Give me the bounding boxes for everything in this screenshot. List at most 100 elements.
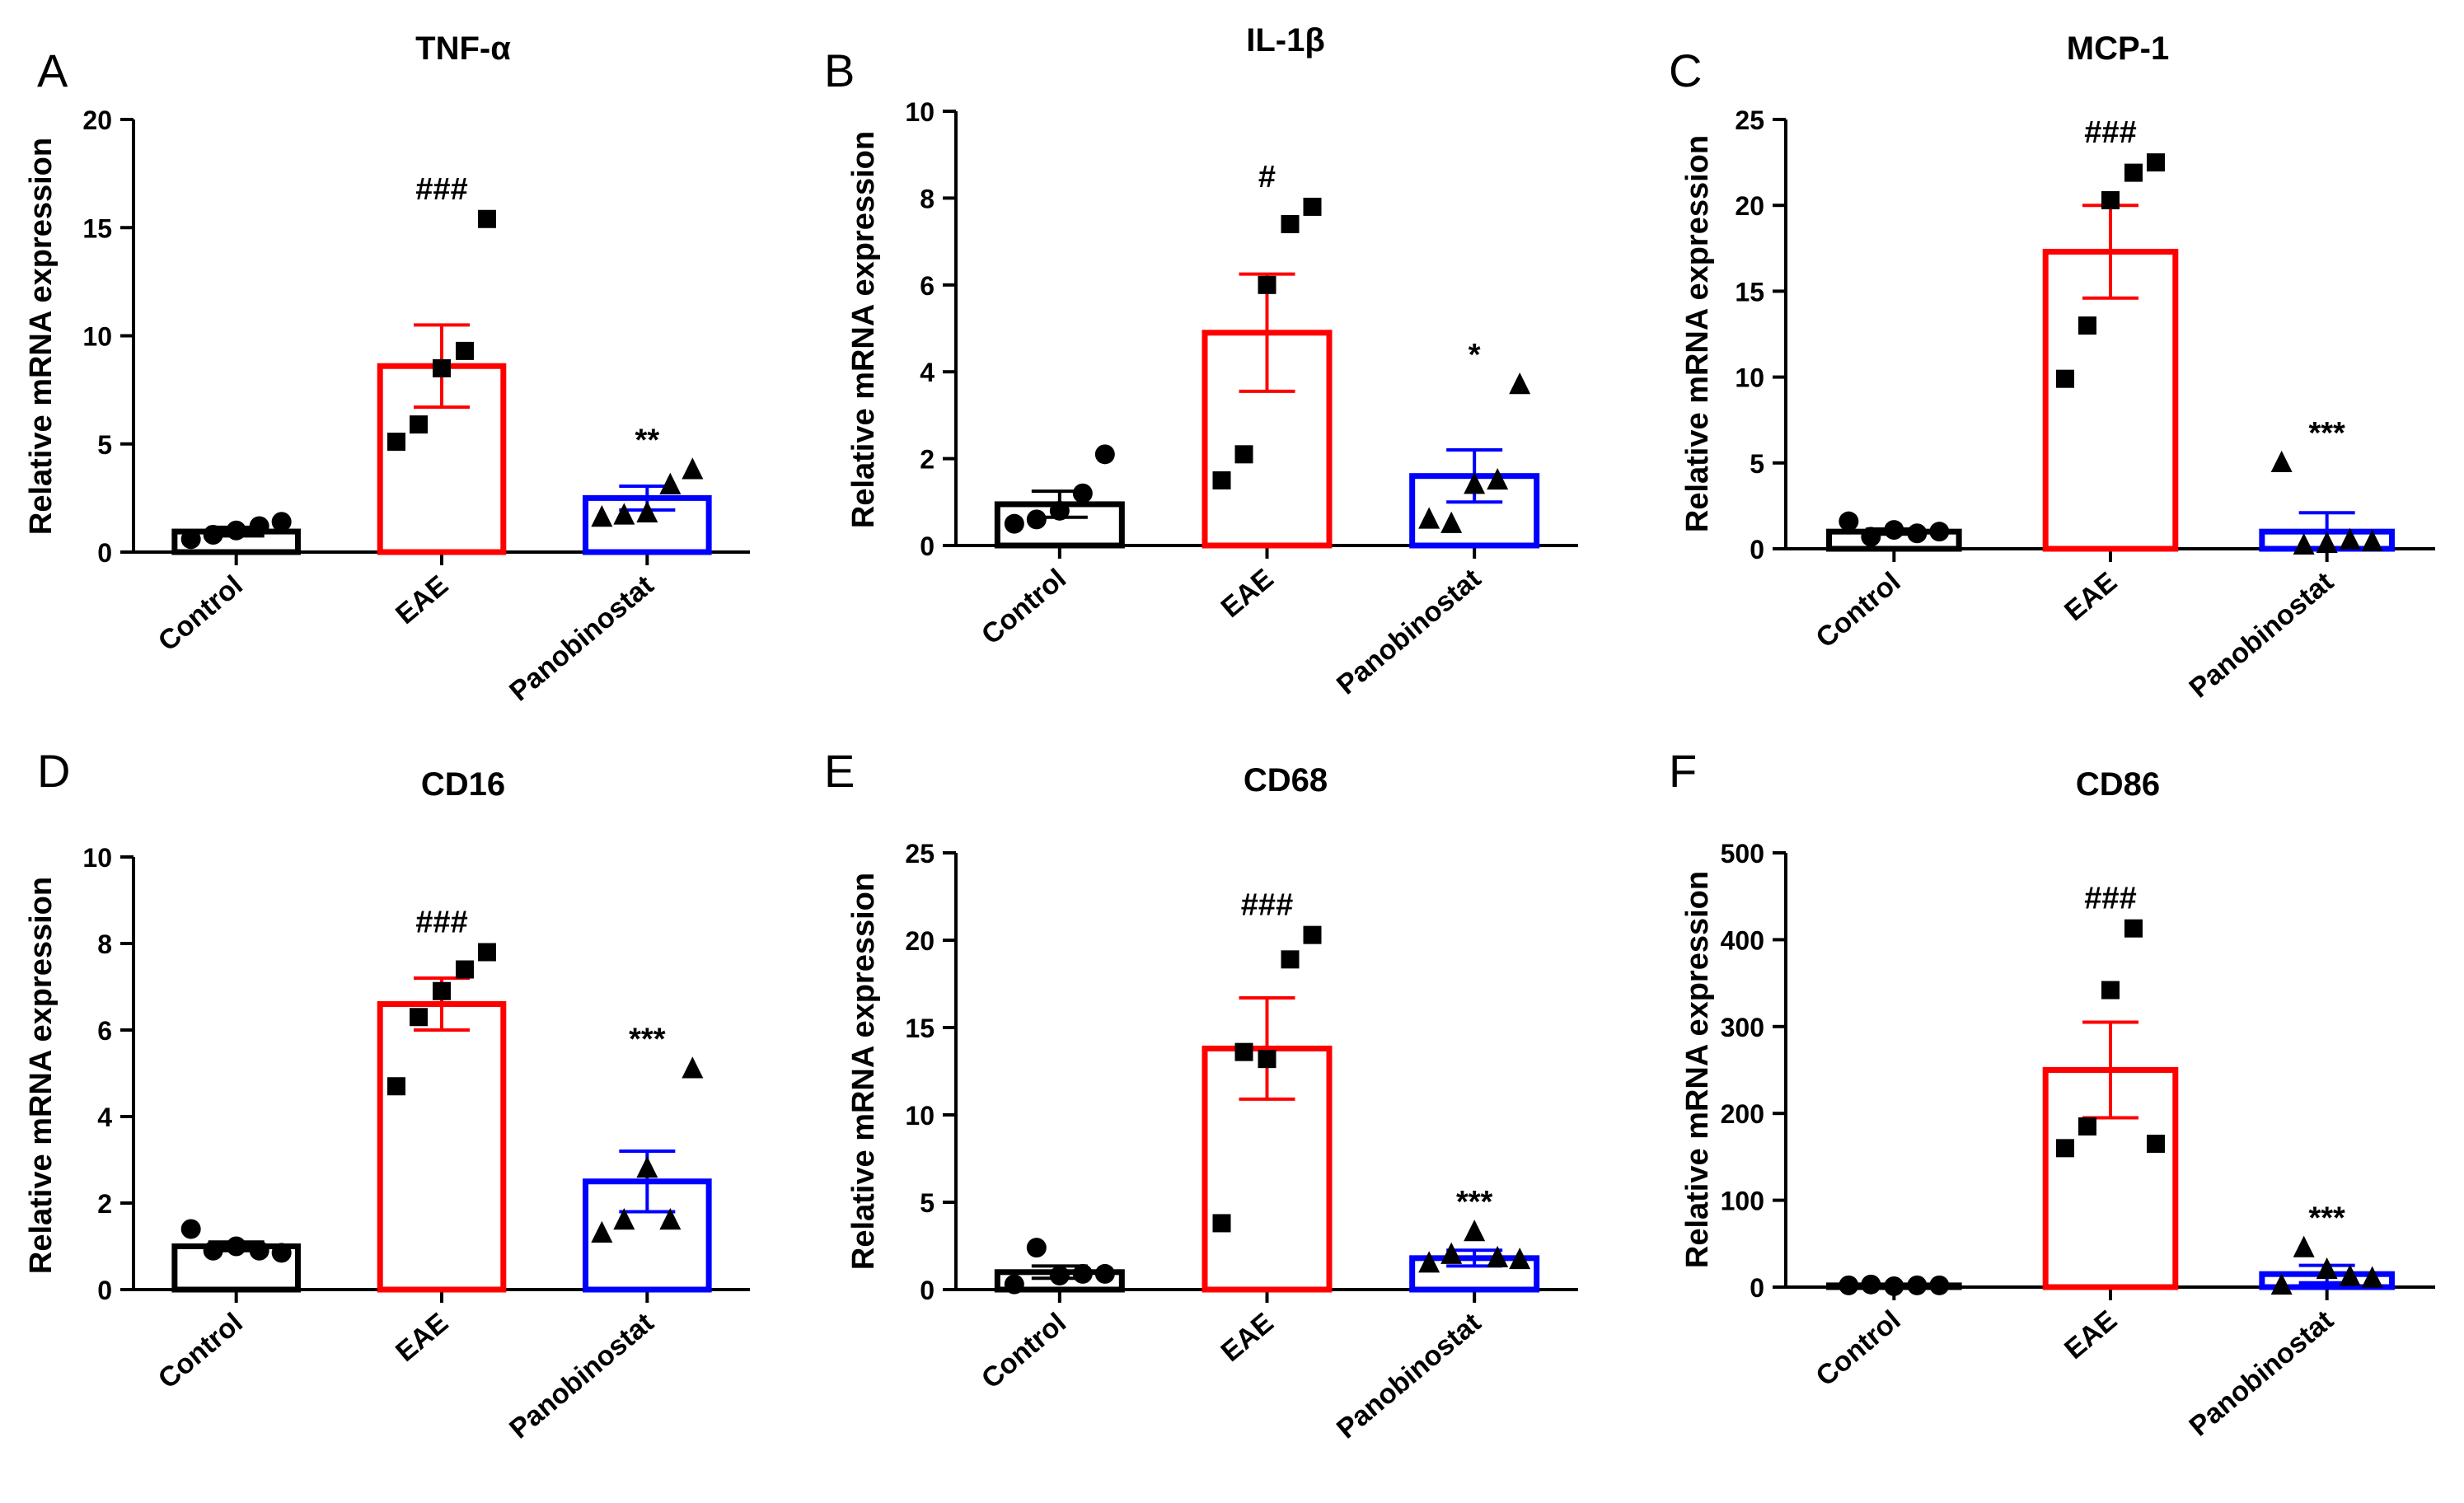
data-point xyxy=(271,512,292,532)
data-point xyxy=(271,1243,292,1263)
chart-title: CD16 xyxy=(421,766,505,803)
y-tick-label: 25 xyxy=(1735,105,1764,135)
data-point xyxy=(456,960,474,979)
y-axis-label: Relative mRNA expression xyxy=(846,873,881,1270)
x-tick-label: Control xyxy=(1810,566,1906,654)
y-tick-label: 4 xyxy=(920,358,935,387)
y-tick-label: 0 xyxy=(97,538,112,568)
x-tick-label: EAE xyxy=(390,1307,454,1368)
significance-label: ** xyxy=(635,423,660,457)
data-point xyxy=(249,516,269,536)
data-point xyxy=(1440,1242,1463,1264)
chart-title: TNF-α xyxy=(415,30,511,67)
panel-letter: A xyxy=(37,44,68,96)
chart-panel-e: E CD68 Relative mRNA expression 0 5 10 15 20 25 C… xyxy=(824,745,1578,1445)
x-tick-label: Control xyxy=(976,563,1072,651)
x-tick-label: EAE xyxy=(1216,563,1280,624)
data-point xyxy=(2361,529,2383,551)
y-axis-label: Relative mRNA expression xyxy=(24,877,59,1274)
data-point xyxy=(1049,1266,1070,1286)
data-point xyxy=(1049,500,1070,521)
significance-label: ### xyxy=(1241,888,1293,923)
data-point xyxy=(387,433,405,452)
data-point xyxy=(1861,1274,1881,1295)
data-point xyxy=(2124,919,2143,938)
y-tick-label: 100 xyxy=(1721,1187,1764,1216)
significance-label: ### xyxy=(2084,115,2136,150)
data-point xyxy=(2056,1139,2074,1158)
y-tick-label: 200 xyxy=(1721,1099,1764,1129)
y-tick-label: 20 xyxy=(1735,191,1764,221)
data-point xyxy=(1258,275,1277,294)
data-point xyxy=(1487,1245,1509,1268)
x-tick-label: Panobinostat xyxy=(1331,563,1487,701)
data-point xyxy=(1026,1238,1047,1258)
data-point xyxy=(636,500,658,522)
x-tick-label: Panobinostat xyxy=(1331,1307,1487,1445)
data-point xyxy=(682,457,704,480)
panel-letter: E xyxy=(824,745,855,797)
y-tick-label: 8 xyxy=(920,184,935,213)
chart-panel-f: F CD86 Relative mRNA expression 0 100 200 300 4… xyxy=(1669,745,2435,1443)
y-tick-label: 10 xyxy=(1735,363,1764,393)
data-point xyxy=(1303,925,1322,944)
significance-label: * xyxy=(1469,338,1481,372)
x-tick-label: EAE xyxy=(2059,1304,2123,1365)
data-point xyxy=(433,358,451,377)
data-point xyxy=(2339,527,2361,550)
y-tick-label: 10 xyxy=(82,843,112,873)
data-point xyxy=(2270,1272,2293,1295)
data-point xyxy=(2316,531,2338,553)
x-tick-label: Panobinostat xyxy=(2183,1304,2339,1443)
data-point xyxy=(1094,1263,1115,1284)
x-tick-label: Control xyxy=(152,569,249,658)
data-point xyxy=(2339,1264,2361,1286)
data-point xyxy=(226,520,246,541)
data-point xyxy=(2361,1266,2383,1288)
y-tick-label: 2 xyxy=(97,1189,112,1219)
y-tick-label: 15 xyxy=(905,1014,935,1043)
data-point xyxy=(1281,215,1300,234)
y-tick-label: 0 xyxy=(1750,535,1764,564)
y-axis-label: Relative mRNA expression xyxy=(846,131,881,528)
y-tick-label: 10 xyxy=(905,97,935,127)
y-tick-label: 500 xyxy=(1721,839,1764,869)
x-tick-label: Control xyxy=(1810,1304,1906,1393)
data-point xyxy=(1487,468,1509,490)
data-point xyxy=(2293,1235,2315,1257)
data-point xyxy=(682,1056,704,1079)
y-axis-label: Relative mRNA expression xyxy=(1680,135,1715,532)
y-tick-label: 4 xyxy=(97,1103,112,1132)
data-point xyxy=(180,529,201,550)
x-tick-label: Control xyxy=(976,1307,1072,1395)
data-point xyxy=(2147,153,2165,172)
chart-panel-b: B IL-1β Relative mRNA expression 0 2 4 6 8 10 Con… xyxy=(824,22,1578,701)
y-tick-label: 25 xyxy=(905,839,935,869)
significance-label: ### xyxy=(415,906,467,940)
data-point xyxy=(2316,1257,2338,1280)
data-point xyxy=(1509,1248,1531,1270)
data-point xyxy=(2270,450,2293,473)
data-point xyxy=(1464,1220,1486,1242)
chart-title: MCP-1 xyxy=(2067,30,2169,67)
data-point xyxy=(203,1240,223,1261)
panel-letter: C xyxy=(1669,44,1702,96)
data-point xyxy=(1281,950,1300,969)
data-point xyxy=(636,1156,658,1178)
data-point xyxy=(1234,1042,1253,1061)
y-tick-label: 8 xyxy=(97,929,112,959)
significance-label: ### xyxy=(415,172,467,207)
x-tick-label: Panobinostat xyxy=(504,569,659,708)
y-tick-label: 300 xyxy=(1721,1013,1764,1042)
data-point xyxy=(2293,532,2315,555)
y-tick-label: 0 xyxy=(920,531,935,561)
data-point xyxy=(2056,369,2074,388)
data-point xyxy=(1907,1275,1928,1295)
data-point xyxy=(613,503,635,525)
data-point xyxy=(1884,520,1904,541)
data-point xyxy=(433,981,451,1000)
data-point xyxy=(2147,1135,2165,1154)
x-tick-label: Control xyxy=(152,1307,249,1395)
data-point xyxy=(1072,1263,1093,1284)
